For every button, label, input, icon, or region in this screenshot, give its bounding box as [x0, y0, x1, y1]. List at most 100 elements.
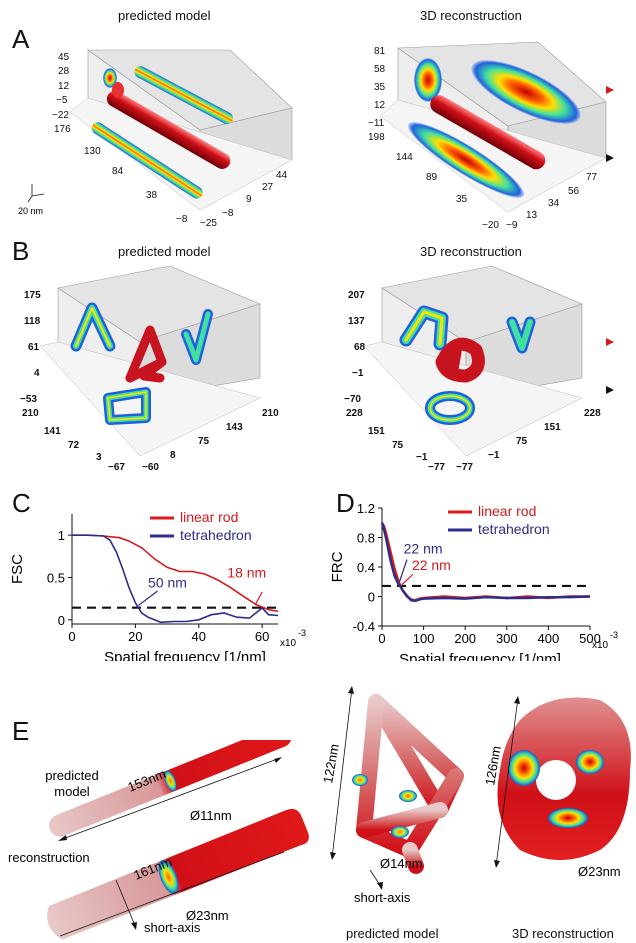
tick-label: 72 [68, 440, 80, 451]
tick-label: 176 [54, 124, 71, 135]
annotation-label: 22 nm [404, 541, 443, 557]
y-tick-label: 0.4 [357, 560, 375, 575]
x-tick-label: 400 [538, 631, 560, 646]
legend-label: linear rod [478, 503, 536, 519]
arrowhead-black [606, 386, 614, 394]
tick-label: 75 [516, 436, 528, 447]
series-line [72, 534, 279, 624]
tick-label: 143 [226, 422, 243, 433]
tick-label: 77 [586, 172, 598, 183]
tetra-pred-height: 122nm [320, 743, 342, 785]
tick-label: −25 [200, 218, 217, 229]
panel-b-right-title: 3D reconstruction [420, 244, 522, 259]
tick-label: −1 [352, 368, 364, 379]
y-tick-label: 0 [368, 590, 375, 605]
tick-label: −67 [108, 462, 125, 470]
panel-letter-d: D [336, 488, 355, 518]
x-tick-label: 20 [128, 629, 142, 644]
tick-label: 228 [346, 408, 363, 419]
x-exponent: x10 [592, 640, 609, 651]
panel-letter-e: E [12, 716, 30, 746]
tick-label: 144 [396, 152, 413, 163]
legend-label: tetrahedron [478, 521, 550, 537]
y-axis-label: FRC [330, 551, 346, 582]
tick-label: −77 [428, 462, 445, 470]
tick-label: 89 [426, 172, 438, 183]
panel-b-left-plot: 175 118 61 4 −53 210 141 72 3 −67 −60 8 … [20, 265, 279, 470]
tick-label: 84 [112, 166, 124, 177]
tick-label: −70 [344, 394, 361, 405]
tick-label: 12 [374, 100, 386, 111]
arrowhead-black [606, 154, 614, 162]
panel-b-right-plot: 207 137 68 −1 −70 228 151 75 −1 −77 −77 … [344, 265, 614, 470]
y-tick-label: 1 [58, 528, 65, 543]
tick-label: 81 [374, 46, 386, 57]
tetra-recon-diameter: Ø23nm [578, 864, 621, 879]
frc-chart: 0 100 200 300 400 500-0.400.40.81.2FRCSpatial… [330, 501, 618, 661]
tick-label: −77 [456, 462, 473, 470]
tick-label: 4 [34, 368, 40, 379]
rod-bottom-label: reconstruction [8, 850, 90, 865]
tick-label: 210 [262, 408, 279, 419]
tick-label: 8 [170, 450, 176, 461]
panel-letter-b: B [12, 236, 30, 266]
panel-letter-c: C [12, 488, 31, 518]
rod-bottom-diameter: Ø23nm [186, 908, 229, 923]
panel-b-left-title: predicted model [118, 244, 211, 259]
x-tick-label: 300 [496, 631, 518, 646]
legend-label: linear rod [180, 509, 238, 525]
tick-label: −5 [56, 95, 68, 106]
panel-e-tetra-predicted: 122nm Ø14nm short-axis [320, 686, 464, 905]
x-exponent: x10 [280, 638, 297, 649]
tick-label: −9 [506, 220, 518, 231]
tick-label: −11 [368, 118, 385, 129]
y-tick-label: 0.5 [47, 570, 65, 585]
tick-label: −20 [482, 220, 499, 231]
panel-e-rods: 153nm Ø11nm predicted model 161nm Ø23nm r… [8, 740, 309, 940]
tick-label: 35 [374, 82, 386, 93]
panel-a-right-title: 3D reconstruction [420, 8, 522, 23]
tick-label: 68 [354, 342, 366, 353]
tick-label: 34 [548, 198, 560, 209]
tetra-pred-diameter: Ø14nm [380, 856, 423, 871]
tetra-recon-height: 126nm [482, 745, 504, 787]
tick-label: 75 [198, 436, 210, 447]
annotation-arrow [138, 590, 158, 606]
x-tick-label: 60 [255, 629, 269, 644]
series-line [380, 522, 591, 603]
x-tick-label: 0 [378, 631, 385, 646]
tick-label: −1 [416, 452, 428, 463]
tick-label: 27 [262, 182, 274, 193]
caption-predicted-model: predicted model [346, 926, 439, 941]
tick-label: 118 [24, 316, 41, 327]
panel-a-left-title: predicted model [118, 8, 211, 23]
y-tick-label: 0.8 [357, 531, 375, 546]
tick-label: 9 [246, 194, 252, 205]
y-tick-label: -0.4 [353, 619, 375, 634]
panel-a-right-plot: 81 58 35 12 −11 198 144 89 35 −20 −9 13 … [368, 41, 614, 231]
tick-label: 28 [58, 66, 70, 77]
panel-a-left-plot: 45 28 12 −5 −22 176 130 84 38 −8 −25 −8 … [18, 49, 293, 229]
tick-label: 137 [348, 316, 365, 327]
panel-e-tetra-recon: 126nm Ø23nm [482, 696, 631, 879]
y-tick-label: 1.2 [357, 501, 375, 516]
tick-label: 3 [96, 452, 102, 463]
x-tick-label: 500 [579, 631, 601, 646]
fsc-chart: 0 20 40 60 0 0.5 1 FSC Spatial frequency [1/nm] x… [10, 509, 306, 661]
y-axis-label: FSC [10, 554, 26, 584]
tick-label: −8 [176, 214, 188, 225]
tick-label: 13 [526, 210, 538, 221]
tick-label: 175 [24, 290, 41, 301]
tick-label: 141 [44, 426, 61, 437]
tick-label: 61 [28, 342, 40, 353]
arrowhead-red [606, 338, 614, 346]
annotation-arrow [401, 573, 414, 586]
rod-top-label: predicted model [45, 768, 98, 799]
annotation-arrow [255, 591, 263, 604]
annotation-arrow [398, 559, 408, 582]
tick-label: −1 [488, 450, 500, 461]
series-line [72, 534, 279, 613]
tick-label: 56 [568, 186, 580, 197]
panel-letter-a: A [12, 24, 30, 54]
x-tick-label: 0 [68, 629, 75, 644]
